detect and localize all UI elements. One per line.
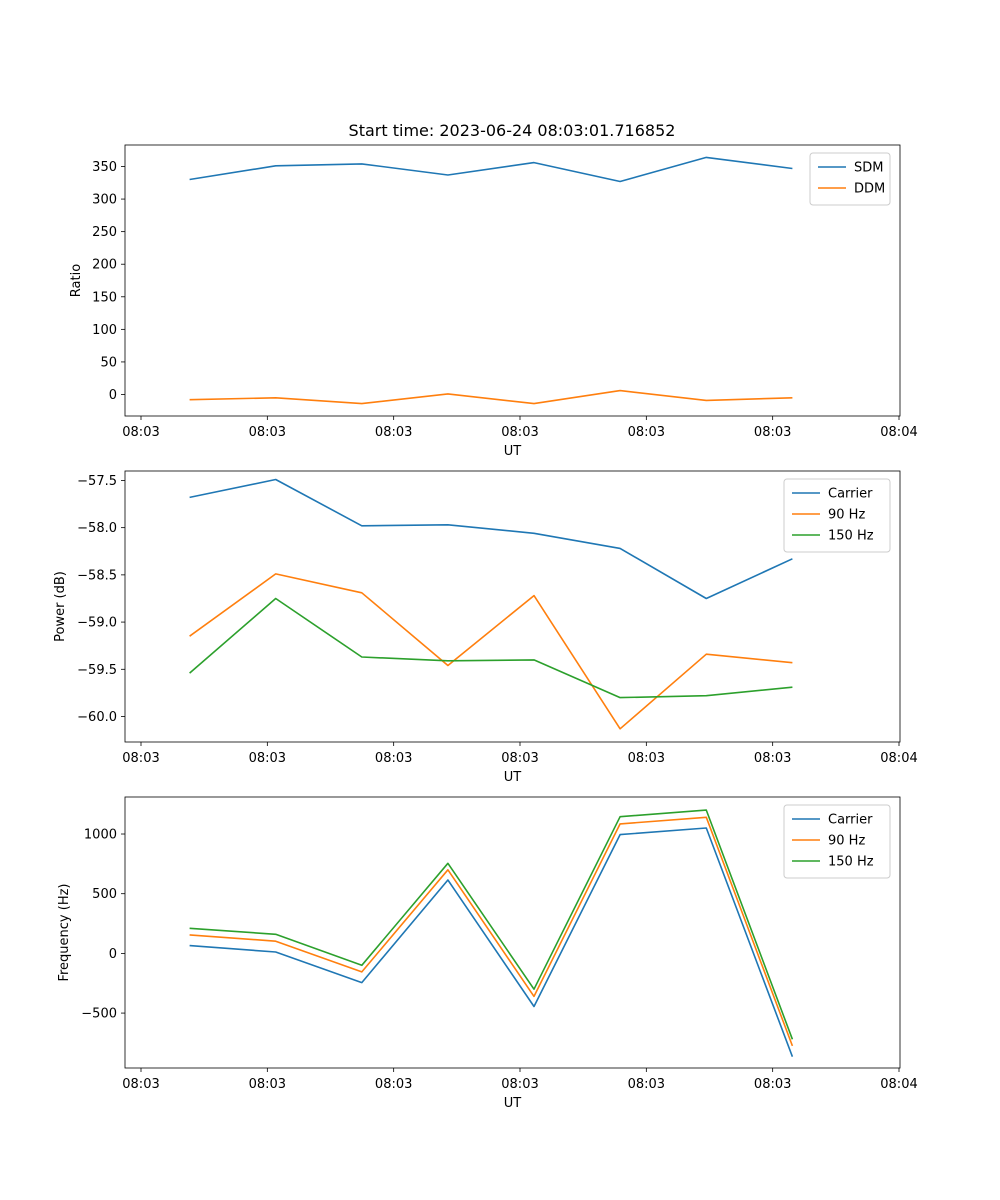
y-tick-label: −57.5 [77, 474, 117, 489]
x-tick-label: 08:03 [375, 751, 412, 766]
x-axis-label: UT [504, 444, 522, 459]
y-axis-label: Power (dB) [53, 571, 68, 642]
x-tick-label: 08:03 [501, 1077, 538, 1092]
x-tick-label: 08:03 [501, 425, 538, 440]
series-line-90-hz [189, 816, 794, 1047]
x-axis-label: UT [504, 770, 522, 785]
x-tick-label: 08:03 [249, 751, 286, 766]
y-tick-label: −58.5 [77, 568, 117, 583]
y-tick-label: −60.0 [77, 710, 117, 725]
chart-panel-2: −60.0 −59.5 −59.0 −58.5 −58.0 −57.5 08:03 08:03… [53, 470, 918, 785]
x-tick-label: 08:03 [375, 1077, 412, 1092]
legend: SDM DDM [809, 152, 891, 206]
y-tick-label: 100 [92, 323, 117, 338]
series-line-carrier [189, 827, 794, 1057]
series-line-ddm [189, 389, 793, 405]
x-tick-label: 08:03 [754, 425, 791, 440]
legend-entry: 150 Hz [828, 529, 874, 544]
x-tick-label: 08:03 [122, 751, 159, 766]
chart-panel-1: 0 50 100 150 200 250 300 350 08:03 08:03 08:03 08:0… [69, 144, 918, 459]
plot-frame [124, 470, 901, 743]
x-tick-label: 08:03 [628, 1077, 665, 1092]
legend-box [809, 152, 891, 206]
legend-entry: Carrier [828, 813, 873, 828]
x-tick-label: 08:03 [122, 425, 159, 440]
x-tick-label: 08:03 [754, 1077, 791, 1092]
legend-entry: 90 Hz [828, 834, 865, 849]
legend: Carrier 90 Hz 150 Hz [783, 478, 891, 553]
series-line-150-hz [189, 597, 793, 699]
x-tick-label: 08:04 [880, 751, 917, 766]
y-tick-label: 250 [92, 225, 117, 240]
legend-entry: SDM [854, 161, 883, 176]
plot-frame [124, 144, 901, 417]
y-axis-label: Frequency (Hz) [57, 883, 72, 981]
x-tick-label: 08:03 [122, 1077, 159, 1092]
y-tick-label: −500 [81, 1007, 117, 1022]
y-tick-label: 1000 [84, 828, 117, 843]
x-tick-label: 08:03 [628, 425, 665, 440]
x-tick-label: 08:03 [249, 425, 286, 440]
y-tick-label: 500 [92, 887, 117, 902]
legend-entry: 150 Hz [828, 855, 874, 870]
y-tick-label: −58.0 [77, 521, 117, 536]
chart-panels: 0 50 100 150 200 250 300 350 08:03 08:03 08:03 08:0… [53, 144, 918, 1111]
y-tick-label: 350 [92, 160, 117, 175]
x-tick-label: 08:04 [880, 1077, 917, 1092]
y-tick-label: 150 [92, 290, 117, 305]
x-tick-label: 08:03 [375, 425, 412, 440]
legend-box [783, 804, 891, 879]
x-tick-label: 08:03 [249, 1077, 286, 1092]
legend: Carrier 90 Hz 150 Hz [783, 804, 891, 879]
y-tick-label: 0 [109, 947, 117, 962]
plot-frame [124, 796, 901, 1069]
legend-entry: DDM [854, 182, 885, 197]
x-tick-label: 08:03 [501, 751, 538, 766]
series-line-carrier [189, 478, 793, 600]
figure-title: Start time: 2023-06-24 08:03:01.716852 [349, 121, 676, 140]
y-tick-label: 0 [109, 388, 117, 403]
chart-panel-3: −500 0 500 1000 08:03 08:03 08:03 08:03 08:03 08:… [57, 796, 918, 1111]
series-line-150-hz [189, 809, 794, 1040]
x-tick-label: 08:03 [628, 751, 665, 766]
x-tick-label: 08:04 [880, 425, 917, 440]
series-line-90-hz [189, 573, 793, 730]
y-tick-label: 200 [92, 258, 117, 273]
y-axis-label: Ratio [69, 264, 84, 297]
legend-entry: Carrier [828, 487, 873, 502]
y-tick-label: 50 [100, 355, 117, 370]
legend-entry: 90 Hz [828, 508, 865, 523]
y-tick-label: −59.0 [77, 616, 117, 631]
legend-box [783, 478, 891, 553]
x-axis-label: UT [504, 1096, 522, 1111]
x-tick-label: 08:03 [754, 751, 791, 766]
series-line-sdm [189, 156, 793, 183]
y-tick-label: 300 [92, 193, 117, 208]
y-tick-label: −59.5 [77, 663, 117, 678]
